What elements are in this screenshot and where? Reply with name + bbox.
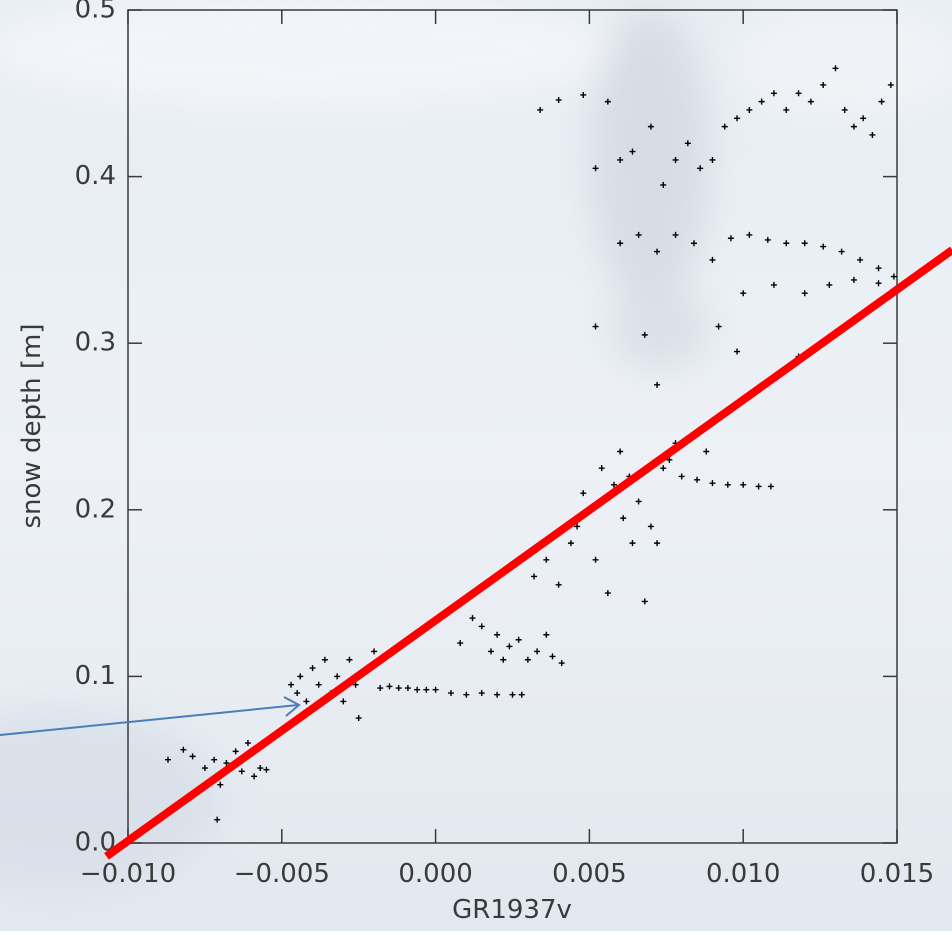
x-tick-label: 0.000	[398, 859, 472, 889]
x-tick-label: −0.005	[234, 859, 330, 889]
y-tick-label: 0.3	[75, 328, 116, 358]
x-tick-label: 0.015	[860, 859, 934, 889]
y-tick-label: 0.4	[75, 161, 116, 191]
chart: GR1937v snow depth [m] −0.010 −0.005 0.000…	[0, 0, 952, 931]
y-tick-label: 0.1	[75, 661, 116, 691]
x-tick-label: 0.010	[706, 859, 780, 889]
x-axis-label: GR1937v	[452, 895, 572, 925]
x-tick-label: 0.005	[552, 859, 626, 889]
x-tick-label: −0.010	[80, 859, 176, 889]
y-tick-label: 0.2	[75, 494, 116, 524]
y-axis-label: snow depth [m]	[17, 323, 47, 528]
page: GR1937v snow depth [m] −0.010 −0.005 0.000…	[0, 0, 952, 931]
y-tick-label: 0.5	[75, 0, 116, 25]
